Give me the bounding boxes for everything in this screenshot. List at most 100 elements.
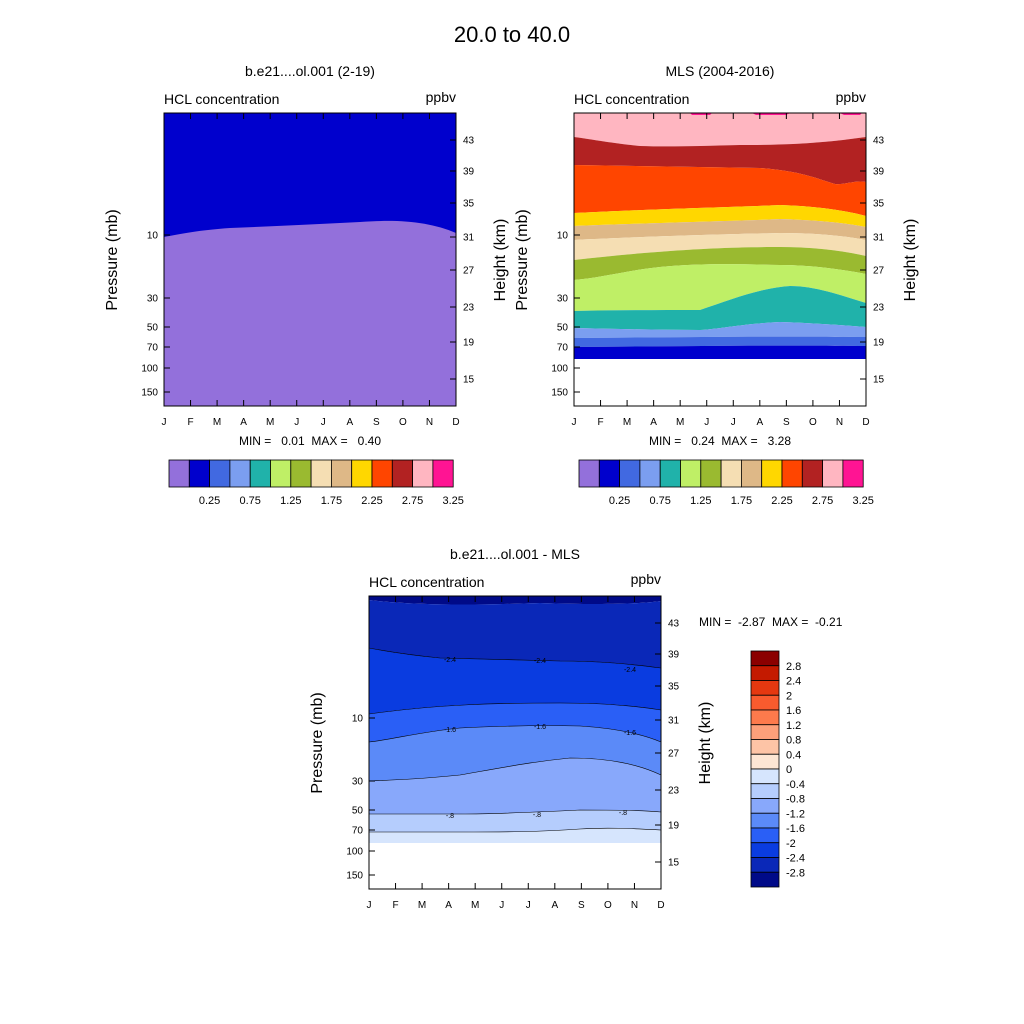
colorbar-swatch	[781, 459, 803, 488]
panel-mls-title: MLS (2004-2016)	[666, 63, 775, 79]
colorbar-label: 0.4	[786, 749, 801, 761]
pressure-tick-label: 30	[352, 777, 364, 788]
pressure-tick-label: 50	[557, 323, 569, 334]
month-tick-label: S	[783, 417, 790, 428]
panel-model-left-string: HCL concentration	[164, 91, 279, 107]
colorbar-swatch	[750, 665, 780, 681]
panel-diff-height-axis: 43 39 35 31 27 23 19 15	[655, 619, 680, 869]
panel-mls-stats: MIN = 0.24 MAX = 3.28	[649, 434, 791, 448]
mls-band-gold	[574, 205, 866, 227]
panel-mls-pressure-axis: 10 30 50 70 100 150	[551, 231, 580, 399]
colorbar-model: 0.25 0.75 1.25 1.75 2.25 2.75 3.25	[168, 459, 464, 507]
height-tick-label: 27	[463, 266, 475, 277]
month-tick-label: D	[862, 417, 869, 428]
panel-mls-frame	[573, 112, 867, 407]
mls-band-lightgreen	[574, 264, 866, 311]
colorbar-label: 1.6	[786, 705, 801, 717]
month-tick-label: M	[676, 417, 684, 428]
colorbar-swatch	[822, 459, 844, 488]
height-tick-label: 43	[873, 136, 885, 147]
colorbar-label: 0.8	[786, 735, 801, 747]
height-tick-label: 31	[873, 233, 885, 244]
colorbar-swatch	[750, 812, 780, 829]
height-tick-label: 23	[463, 303, 475, 314]
colorbar-swatch	[750, 753, 780, 770]
colorbar-label: 1.25	[690, 495, 711, 507]
pressure-tick-label: 50	[352, 806, 364, 817]
colorbar-swatch	[432, 459, 454, 488]
diff-band-n08	[369, 758, 661, 814]
panel-model-fill-high	[164, 113, 456, 237]
colorbar-swatch	[391, 459, 413, 488]
colorbar-label: 2.75	[402, 495, 423, 507]
pressure-tick-label: 30	[557, 294, 569, 305]
panel-diff-title: b.e21....ol.001 - MLS	[450, 546, 580, 562]
month-tick-label: M	[471, 900, 479, 911]
panel-model: b.e21....ol.001 (2-19) HCL concentration…	[104, 63, 509, 448]
height-tick-label: 23	[668, 786, 680, 797]
colorbar-swatch	[619, 459, 641, 488]
pressure-tick-label: 30	[147, 294, 159, 305]
panel-mls: MLS (2004-2016) HCL concentration ppbv 1…	[514, 63, 919, 448]
colorbar-swatch	[750, 827, 780, 844]
month-tick-label: N	[426, 417, 433, 428]
month-tick-label: S	[578, 900, 585, 911]
panel-mls-ylabel: Pressure (mb)	[514, 209, 531, 310]
diff-contour-n04	[368, 827, 662, 833]
mls-band-teal	[574, 286, 866, 330]
month-tick-label: N	[836, 417, 843, 428]
colorbar-swatch	[209, 459, 231, 488]
diff-contour-n24	[368, 647, 662, 669]
pressure-tick-label: 150	[551, 388, 568, 399]
month-tick-label: O	[604, 900, 612, 911]
colorbar-swatch	[750, 768, 780, 785]
diff-line-label: -2.4	[534, 658, 546, 665]
colorbar-swatch	[741, 459, 763, 488]
panel-diff-y2label: Height (km)	[697, 702, 714, 785]
pressure-tick-label: 70	[147, 343, 159, 354]
height-tick-label: 35	[463, 199, 475, 210]
colorbar-swatch	[750, 650, 780, 667]
colorbar-swatch	[639, 459, 661, 488]
colorbar-label: -2.4	[786, 853, 805, 865]
colorbar-label: -1.6	[786, 823, 805, 835]
height-tick-label: 15	[873, 375, 885, 386]
height-tick-label: 39	[668, 650, 680, 661]
colorbar-label: 2.25	[771, 495, 792, 507]
page-title: 20.0 to 40.0	[454, 22, 570, 47]
height-tick-label: 35	[668, 682, 680, 693]
panel-model-frame	[163, 112, 457, 407]
pressure-tick-label: 150	[346, 871, 363, 882]
colorbar-label: -2	[786, 838, 796, 850]
colorbar-swatch	[842, 459, 864, 488]
month-tick-label: F	[597, 417, 603, 428]
pressure-tick-label: 100	[141, 364, 158, 375]
month-tick-label: O	[809, 417, 817, 428]
pressure-tick-label: 100	[551, 364, 568, 375]
pressure-tick-label: 100	[346, 847, 363, 858]
colorbar-swatch	[750, 694, 780, 711]
colorbar-swatch	[750, 857, 780, 873]
month-tick-label: A	[445, 900, 452, 911]
colorbar-label: 1.2	[786, 720, 801, 732]
colorbar-swatch	[351, 459, 373, 488]
colorbar-label: -0.8	[786, 794, 805, 806]
colorbar-swatch	[750, 739, 780, 755]
diff-line-labels: -2.4 -2.4 -2.4 -1.6 -1.6 -1.6 -.8 -.8 -.…	[444, 657, 636, 820]
height-tick-label: 43	[463, 136, 475, 147]
height-tick-label: 23	[873, 303, 885, 314]
panel-diff-units: ppbv	[631, 571, 661, 587]
height-tick-label: 35	[873, 199, 885, 210]
mls-band-mediumblue	[574, 345, 866, 359]
colorbar-swatch	[168, 459, 190, 488]
colorbar-label: 0.75	[239, 495, 260, 507]
month-tick-label: A	[346, 417, 353, 428]
height-tick-label: 27	[873, 266, 885, 277]
month-tick-label: J	[162, 417, 167, 428]
height-tick-label: 43	[668, 619, 680, 630]
colorbar-label: 3.25	[852, 495, 873, 507]
colorbar-swatch	[270, 459, 292, 488]
